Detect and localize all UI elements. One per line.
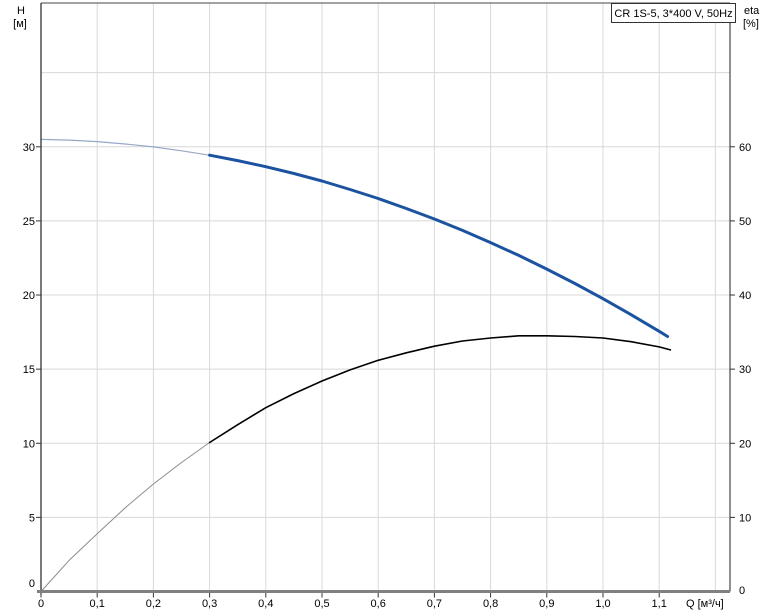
- x-tick-label: 0,3: [202, 598, 217, 610]
- right-tick-label: 50: [739, 216, 751, 228]
- tick-label-layer: 0 0,1 0,2 0,3 0,4 0,5 0,6 0,7 0,8 0,9 1,0 1,1 5 10 15 2…: [23, 142, 752, 610]
- x-tick-label: 1,1: [652, 598, 667, 610]
- head-curve-thin-path: [40, 138, 211, 156]
- head-curve-path: [208, 153, 670, 338]
- x-tick-label: 0,7: [427, 598, 442, 610]
- left-tick-label: 15: [23, 364, 35, 376]
- x-tick-label: 1,0: [595, 598, 610, 610]
- x-tick-label: 0,5: [314, 598, 329, 610]
- right-tick-label: 60: [739, 142, 751, 154]
- right-tick-label: 40: [739, 290, 751, 302]
- right-tick-label: 20: [739, 438, 751, 450]
- left-zero-label: 0: [29, 578, 35, 590]
- grid-layer: [41, 3, 730, 592]
- curve-layer: [40, 138, 672, 592]
- right-zero-label: 0: [739, 585, 745, 597]
- x-tick-label: 0: [38, 598, 44, 610]
- right-axis-unit: [%]: [743, 18, 759, 30]
- left-axis-unit: [м]: [13, 18, 27, 30]
- frame-layer: [37, 2, 731, 595]
- left-tick-label: 30: [23, 142, 35, 154]
- left-tick-label: 20: [23, 290, 35, 302]
- left-tick-label: 5: [29, 512, 35, 524]
- left-axis-name: H: [17, 5, 25, 17]
- x-tick-label: 0,1: [90, 598, 105, 610]
- x-tick-label: 0,6: [371, 598, 386, 610]
- tick-layer: [36, 146, 735, 598]
- left-tick-label: 25: [23, 216, 35, 228]
- left-tick-label: 10: [23, 438, 35, 450]
- right-tick-label: 30: [739, 364, 751, 376]
- x-tick-label: 0,4: [258, 598, 273, 610]
- x-tick-label: 0,8: [483, 598, 498, 610]
- title-box-text: CR 1S-5, 3*400 V, 50Hz: [614, 8, 732, 20]
- x-tick-label: 0,9: [539, 598, 554, 610]
- right-axis-name: eta: [744, 5, 760, 17]
- efficiency-curve-path: [208, 335, 672, 444]
- x-tick-label: 0,2: [146, 598, 161, 610]
- title-box: [611, 3, 736, 23]
- bottom-axis-label: Q [м³/ч]: [686, 598, 724, 610]
- right-tick-label: 10: [739, 512, 751, 524]
- efficiency-curve-thin-path: [40, 442, 211, 592]
